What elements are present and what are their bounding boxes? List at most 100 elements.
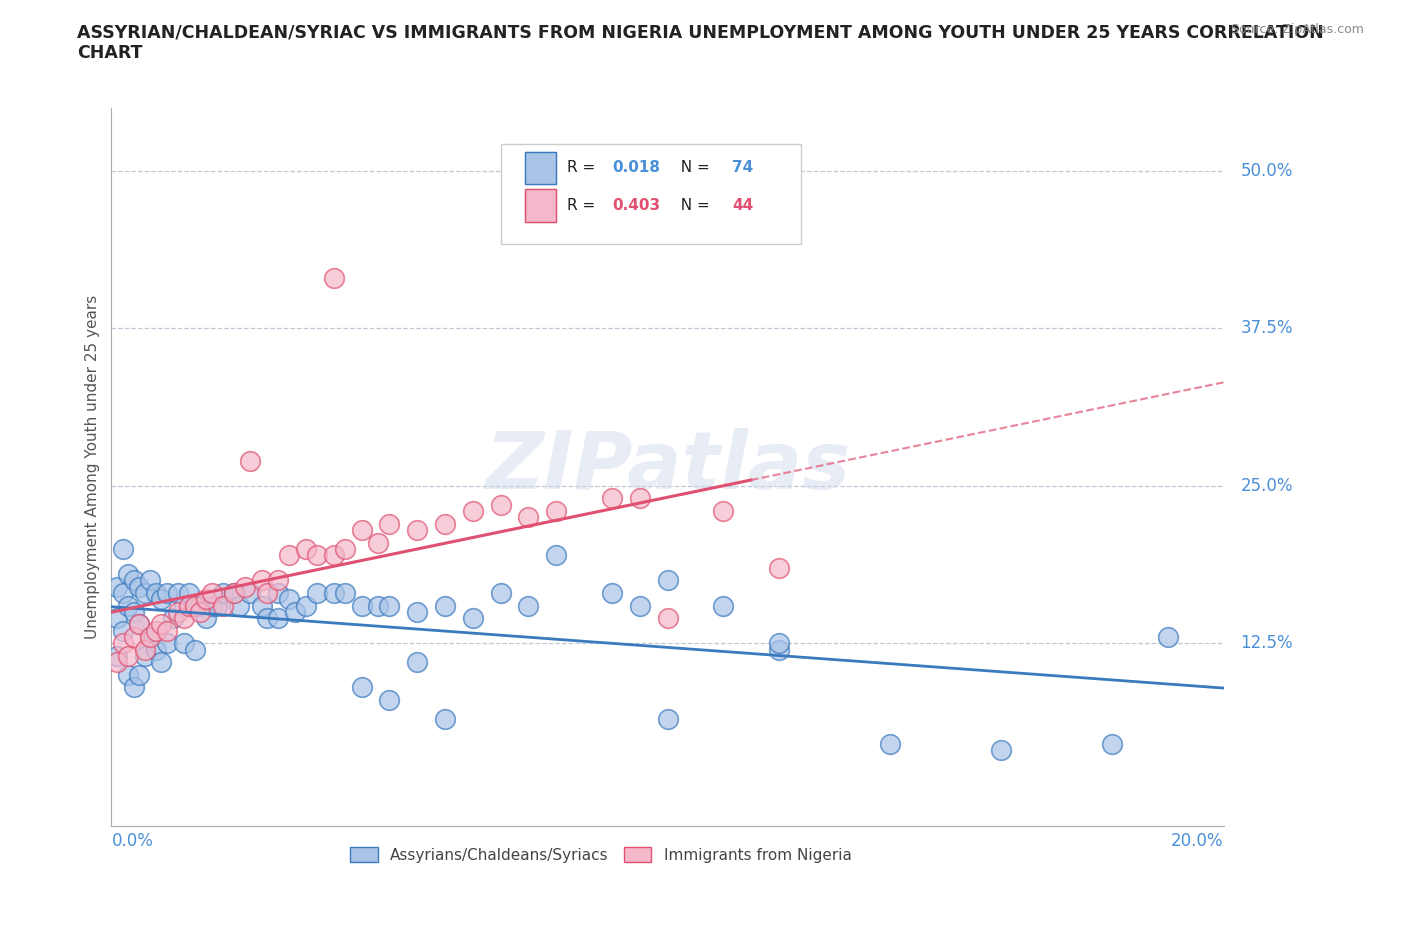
Point bbox=[222, 586, 245, 601]
Point bbox=[434, 516, 457, 531]
Text: 37.5%: 37.5% bbox=[1240, 319, 1292, 338]
Point bbox=[256, 586, 278, 601]
Point bbox=[150, 591, 173, 606]
Point bbox=[879, 737, 901, 751]
Text: 20.0%: 20.0% bbox=[1171, 832, 1223, 850]
Point bbox=[600, 586, 623, 601]
Point bbox=[167, 604, 190, 619]
Bar bbox=[526, 152, 557, 184]
Text: 50.0%: 50.0% bbox=[1240, 162, 1292, 180]
Point bbox=[105, 611, 128, 626]
Point bbox=[150, 617, 173, 631]
Point bbox=[278, 548, 301, 563]
Point bbox=[173, 636, 195, 651]
Point bbox=[628, 491, 651, 506]
Point bbox=[250, 598, 273, 613]
Point bbox=[128, 617, 150, 631]
Point bbox=[150, 655, 173, 670]
Point bbox=[122, 604, 145, 619]
Point bbox=[233, 579, 256, 594]
Point bbox=[1101, 737, 1123, 751]
Point bbox=[222, 586, 245, 601]
Point bbox=[322, 271, 344, 286]
Point bbox=[111, 586, 134, 601]
Point bbox=[517, 510, 540, 525]
Point bbox=[122, 630, 145, 644]
Text: 25.0%: 25.0% bbox=[1240, 477, 1292, 495]
Point bbox=[461, 504, 484, 519]
Point bbox=[711, 598, 734, 613]
Text: 0.018: 0.018 bbox=[612, 160, 659, 175]
Point bbox=[628, 598, 651, 613]
Point bbox=[546, 548, 568, 563]
Text: Source: ZipAtlas.com: Source: ZipAtlas.com bbox=[1230, 23, 1364, 36]
Point bbox=[322, 586, 344, 601]
Point bbox=[350, 598, 373, 613]
Point bbox=[489, 498, 512, 512]
Point bbox=[406, 523, 429, 538]
Point bbox=[179, 598, 201, 613]
Y-axis label: Unemployment Among Youth under 25 years: Unemployment Among Youth under 25 years bbox=[86, 295, 100, 639]
Point bbox=[134, 586, 156, 601]
Point bbox=[295, 598, 318, 613]
Point bbox=[711, 504, 734, 519]
Point bbox=[134, 648, 156, 663]
Point bbox=[461, 611, 484, 626]
Point bbox=[122, 573, 145, 588]
Point bbox=[990, 743, 1012, 758]
Point bbox=[250, 573, 273, 588]
Text: 0.403: 0.403 bbox=[612, 198, 659, 213]
Text: R =: R = bbox=[568, 198, 600, 213]
Point bbox=[145, 586, 167, 601]
Point bbox=[239, 586, 262, 601]
Point bbox=[117, 598, 139, 613]
Point bbox=[350, 523, 373, 538]
Point bbox=[367, 535, 389, 550]
Point bbox=[367, 598, 389, 613]
Point bbox=[145, 623, 167, 638]
Point bbox=[184, 598, 207, 613]
Point bbox=[517, 598, 540, 613]
Point bbox=[267, 611, 290, 626]
Point bbox=[111, 541, 134, 556]
Point bbox=[194, 611, 217, 626]
Point bbox=[200, 598, 222, 613]
Point bbox=[156, 623, 179, 638]
Point bbox=[156, 636, 179, 651]
Point bbox=[267, 586, 290, 601]
Point bbox=[105, 579, 128, 594]
Point bbox=[117, 566, 139, 581]
Point bbox=[333, 541, 356, 556]
Legend: Assyrians/Chaldeans/Syriacs, Immigrants from Nigeria: Assyrians/Chaldeans/Syriacs, Immigrants … bbox=[344, 841, 858, 869]
Point bbox=[190, 604, 212, 619]
Point bbox=[307, 548, 329, 563]
Point bbox=[284, 604, 307, 619]
Text: 12.5%: 12.5% bbox=[1240, 634, 1294, 652]
Text: R =: R = bbox=[568, 160, 600, 175]
Point bbox=[139, 630, 162, 644]
Text: 74: 74 bbox=[733, 160, 754, 175]
Point bbox=[145, 643, 167, 658]
Point bbox=[117, 648, 139, 663]
Point bbox=[105, 648, 128, 663]
Point bbox=[768, 561, 790, 576]
Point bbox=[406, 655, 429, 670]
Text: ASSYRIAN/CHALDEAN/SYRIAC VS IMMIGRANTS FROM NIGERIA UNEMPLOYMENT AMONG YOUTH UND: ASSYRIAN/CHALDEAN/SYRIAC VS IMMIGRANTS F… bbox=[77, 23, 1324, 62]
Point bbox=[139, 630, 162, 644]
Point bbox=[1157, 630, 1180, 644]
Point bbox=[167, 586, 190, 601]
Point bbox=[128, 668, 150, 683]
Point bbox=[406, 604, 429, 619]
Point bbox=[184, 643, 207, 658]
Point bbox=[128, 579, 150, 594]
Point bbox=[657, 573, 679, 588]
Point bbox=[295, 541, 318, 556]
Point bbox=[267, 573, 290, 588]
Point bbox=[184, 598, 207, 613]
Text: 44: 44 bbox=[733, 198, 754, 213]
Point bbox=[307, 586, 329, 601]
Bar bbox=[526, 190, 557, 221]
Point bbox=[179, 586, 201, 601]
Text: 0.0%: 0.0% bbox=[111, 832, 153, 850]
Point bbox=[489, 586, 512, 601]
